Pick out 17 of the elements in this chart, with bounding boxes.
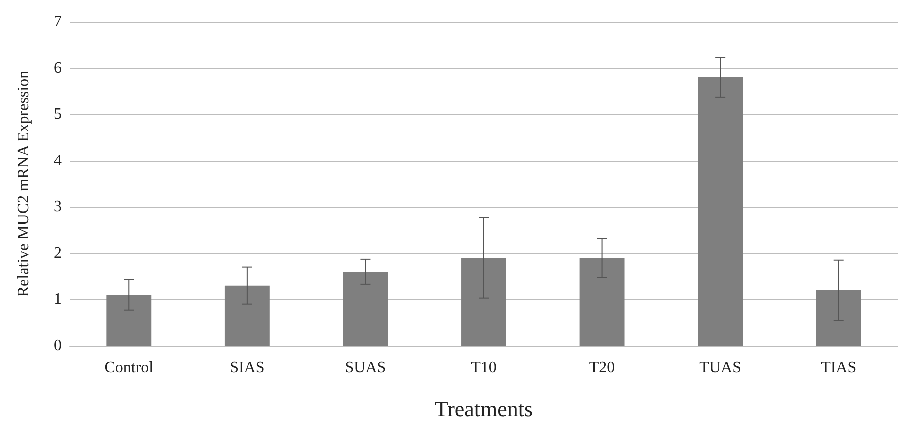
x-tick-label: SUAS bbox=[345, 360, 386, 376]
x-tick-label: T20 bbox=[589, 360, 616, 376]
x-axis-title: Treatments bbox=[434, 396, 534, 422]
x-tick-label: SIAS bbox=[230, 360, 265, 376]
x-tick-label: TIAS bbox=[821, 360, 857, 376]
x-tick-label: T10 bbox=[471, 360, 497, 376]
y-tick-label: 5 bbox=[54, 106, 62, 124]
y-axis-title: Relative MUC2 mRNA Expression bbox=[16, 70, 32, 298]
x-tick-label: TUAS bbox=[700, 360, 742, 376]
y-tick-label: 6 bbox=[54, 60, 62, 77]
y-tick-label: 1 bbox=[54, 291, 62, 308]
y-tick-label: 3 bbox=[54, 198, 62, 216]
y-tick-label: 0 bbox=[54, 338, 62, 354]
y-tick-label: 7 bbox=[54, 14, 62, 30]
y-tick-label: 4 bbox=[54, 152, 62, 170]
y-tick-label: 2 bbox=[54, 244, 62, 262]
x-tick-label: Control bbox=[104, 360, 154, 376]
